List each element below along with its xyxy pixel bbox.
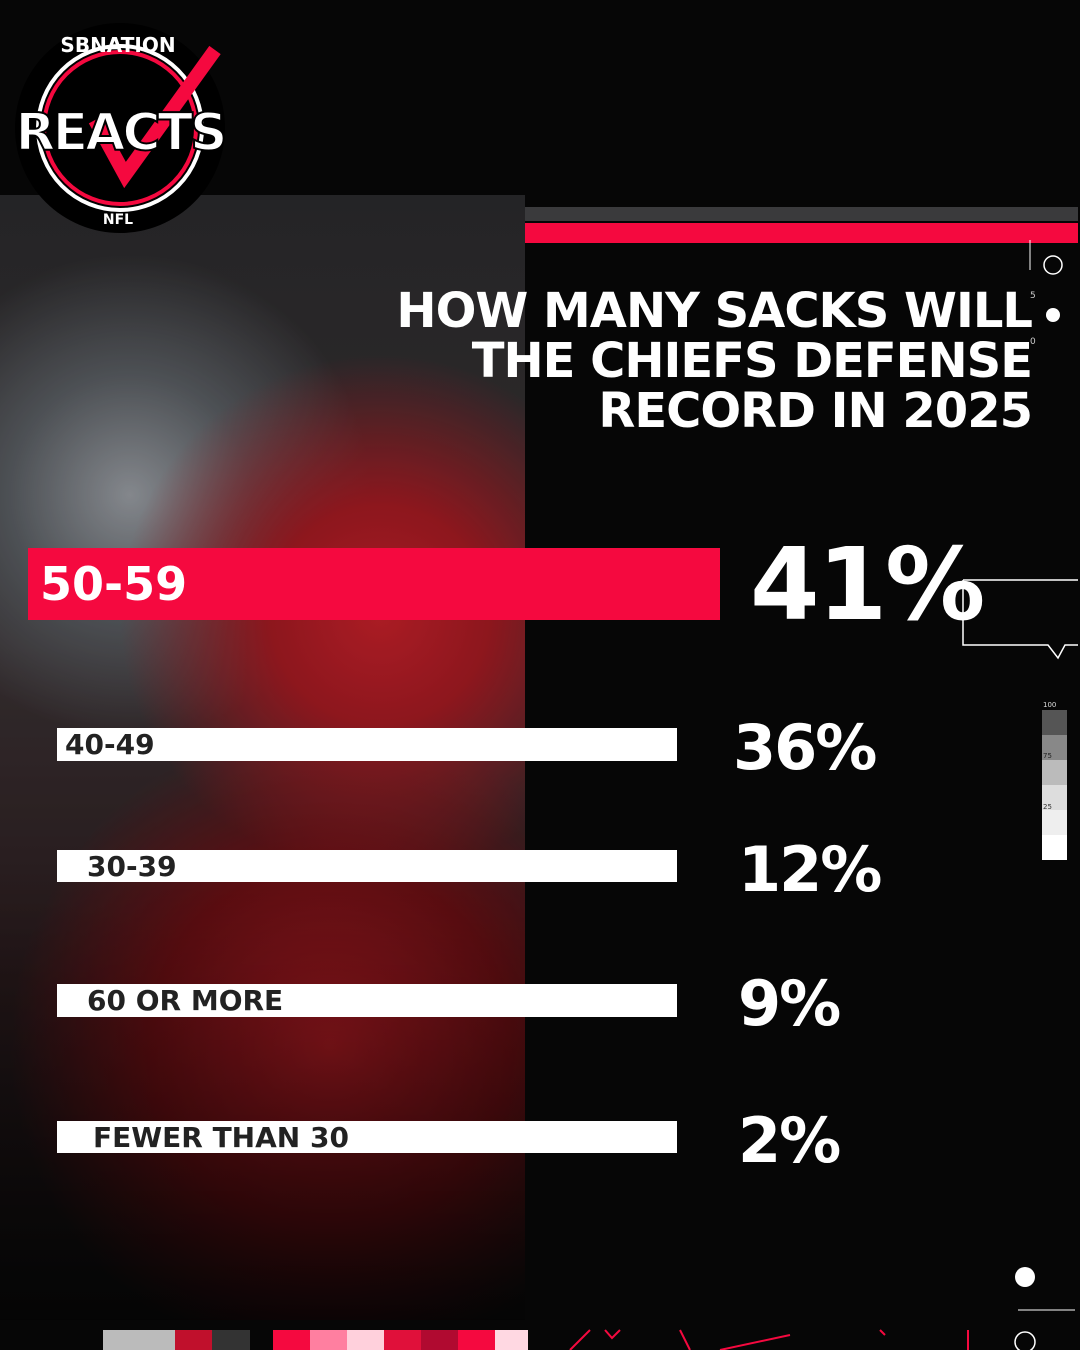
- logo-circle: [36, 44, 204, 212]
- logo-sub: NFL: [103, 212, 133, 228]
- option-bar: 50-59: [28, 548, 720, 620]
- footer-block: [273, 1330, 310, 1350]
- scale-block: [1042, 710, 1067, 735]
- footer-block: [421, 1330, 458, 1350]
- decor-dot: [1015, 1267, 1035, 1287]
- footer-block: [384, 1330, 421, 1350]
- decor-bubble: [962, 579, 1078, 660]
- scale-block: [1042, 760, 1067, 785]
- question-line: HOW MANY SACKS WILL: [396, 283, 1033, 339]
- scale-label: 25: [1043, 803, 1052, 811]
- logo-circle-red: [42, 50, 198, 206]
- decor: 5 0: [962, 240, 1078, 660]
- scale-block: [1042, 735, 1067, 760]
- footer-block: [458, 1330, 495, 1350]
- footer-block: [347, 1330, 384, 1350]
- question-line: THE CHIEFS DEFENSE: [471, 333, 1033, 389]
- scale: 100 75 25: [1042, 701, 1067, 860]
- decor-dot: [1046, 308, 1060, 322]
- footer-decor: [103, 1267, 1075, 1350]
- marker-label: 0: [1030, 337, 1036, 347]
- footer-block: [495, 1330, 528, 1350]
- option-percent: 2%: [738, 1104, 841, 1177]
- marker-label: 5: [1030, 291, 1036, 301]
- scale-block: [1042, 810, 1067, 835]
- option-bar: 30-39: [57, 850, 677, 883]
- footer-lines: [569, 1329, 969, 1350]
- logo-main: REACTS: [16, 103, 225, 163]
- logo-check: [88, 45, 221, 189]
- decor-target: [1043, 255, 1063, 275]
- option-percent: 9%: [738, 967, 841, 1040]
- decor-target: [1014, 1331, 1036, 1350]
- logo-top: SBNATION: [60, 33, 175, 57]
- option-percent: 41%: [750, 526, 985, 643]
- stripe-gray: [525, 207, 1078, 221]
- question-line: RECORD IN 2025: [598, 383, 1033, 439]
- option-percent: 12%: [738, 833, 882, 906]
- scale-label: 100: [1043, 701, 1056, 709]
- scale-block: [1042, 785, 1067, 810]
- option-bar: 40-49: [57, 728, 677, 761]
- logo: SBNATION REACTS NFL: [15, 23, 228, 233]
- scale-label: 75: [1043, 752, 1052, 760]
- footer-block: [103, 1330, 175, 1350]
- option-percent: 36%: [733, 711, 877, 784]
- footer-block: [175, 1330, 212, 1350]
- scale-block: [1042, 835, 1067, 860]
- stripe-red: [525, 223, 1078, 243]
- option-bar: FEWER THAN 30: [57, 1121, 677, 1154]
- footer-block: [212, 1330, 250, 1350]
- option-bar: 60 OR MORE: [57, 984, 677, 1017]
- footer-block: [310, 1330, 347, 1350]
